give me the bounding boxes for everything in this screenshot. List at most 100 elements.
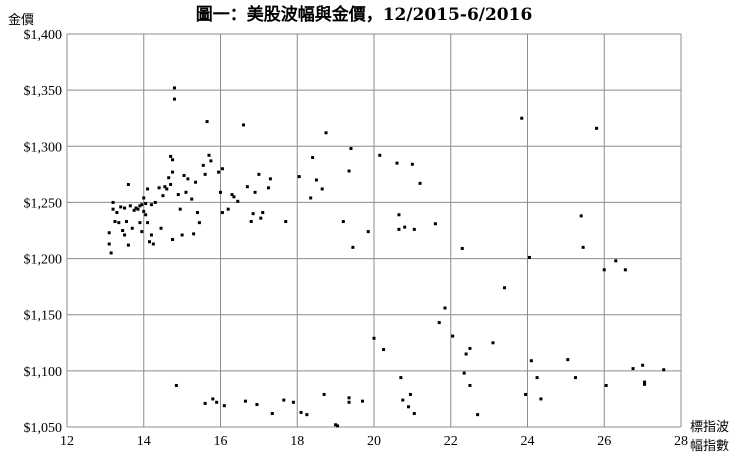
data-point: [320, 187, 324, 191]
data-point: [347, 400, 351, 404]
data-point: [138, 204, 142, 208]
data-point: [144, 213, 148, 217]
data-point: [460, 246, 464, 250]
data-point: [165, 187, 169, 191]
data-point: [140, 230, 144, 234]
data-point: [502, 286, 506, 290]
data-point: [203, 401, 207, 405]
y-tick-label: $1,400: [24, 28, 63, 43]
data-point: [643, 382, 647, 386]
data-point: [336, 424, 340, 428]
tick-labels: $1,050 $1,100 $1,150 $1,200 $1,250 $1,300 $1,3…: [24, 28, 689, 449]
data-point: [171, 170, 175, 174]
data-point: [146, 221, 150, 225]
y-tick-label: $1,050: [24, 421, 63, 436]
data-point: [491, 341, 495, 345]
x-tick-label: 14: [137, 434, 151, 449]
data-point: [186, 177, 190, 181]
data-point: [305, 413, 309, 417]
data-point: [266, 186, 270, 190]
data-point: [464, 352, 468, 356]
data-point: [341, 220, 345, 224]
data-point: [412, 412, 416, 416]
data-point: [215, 400, 219, 404]
x-tick-label: 28: [674, 434, 688, 449]
y-tick-label: $1,200: [24, 253, 63, 268]
data-point: [220, 211, 224, 215]
x-tick-label: 22: [444, 434, 458, 449]
data-point: [268, 177, 272, 181]
data-point: [397, 213, 401, 217]
data-point: [311, 156, 315, 160]
data-point: [219, 190, 222, 194]
y-axis-title: 金價: [8, 12, 34, 28]
data-point: [194, 180, 198, 184]
x-tick-label: 24: [521, 434, 535, 449]
data-point: [643, 380, 647, 384]
data-point: [410, 162, 414, 166]
data-points: [107, 86, 666, 428]
data-point: [136, 207, 140, 211]
data-point: [284, 220, 288, 224]
data-point: [334, 423, 338, 427]
data-point: [297, 175, 301, 179]
data-point: [184, 190, 188, 194]
data-point: [146, 187, 150, 191]
data-point: [253, 190, 257, 194]
data-point: [299, 410, 303, 414]
data-point: [399, 376, 403, 380]
data-point: [407, 405, 411, 409]
data-point: [322, 392, 326, 396]
data-point: [412, 227, 416, 231]
data-point: [111, 200, 115, 204]
x-tick-label: 18: [290, 434, 304, 449]
data-point: [123, 233, 127, 237]
y-tick-label: $1,100: [24, 365, 63, 380]
data-point: [142, 209, 146, 213]
data-point: [282, 398, 286, 402]
data-point: [372, 336, 376, 340]
data-point: [232, 195, 236, 199]
data-point: [113, 220, 117, 224]
data-point: [171, 158, 175, 162]
data-point: [176, 193, 180, 197]
data-point: [309, 196, 313, 200]
data-point: [161, 194, 165, 198]
data-point: [148, 240, 152, 244]
data-point: [138, 221, 142, 225]
data-point: [192, 232, 196, 236]
data-point: [524, 392, 528, 396]
data-point: [641, 363, 645, 367]
data-point: [121, 229, 125, 232]
data-point: [197, 221, 201, 225]
data-point: [142, 196, 146, 200]
y-tick-label: $1,150: [24, 309, 63, 324]
data-point: [211, 397, 215, 401]
data-point: [433, 222, 437, 226]
data-point: [378, 153, 382, 157]
data-point: [107, 242, 111, 246]
data-point: [324, 131, 328, 135]
data-point: [579, 214, 583, 218]
x-axis-title-line2: 幅指數: [690, 439, 729, 454]
data-point: [245, 185, 249, 189]
data-point: [462, 371, 466, 375]
data-point: [174, 383, 178, 387]
data-point: [205, 120, 209, 124]
data-point: [217, 170, 221, 174]
data-point: [172, 86, 176, 90]
data-point: [623, 268, 627, 272]
data-point: [123, 206, 127, 210]
data-point: [109, 251, 113, 255]
data-point: [207, 153, 211, 157]
data-point: [140, 203, 144, 207]
data-point: [190, 197, 194, 201]
data-point: [349, 147, 353, 151]
data-point: [201, 163, 205, 167]
data-point: [395, 161, 399, 165]
data-point: [437, 321, 441, 325]
data-point: [130, 226, 134, 230]
x-tick-label: 12: [60, 434, 74, 449]
data-point: [126, 182, 130, 186]
